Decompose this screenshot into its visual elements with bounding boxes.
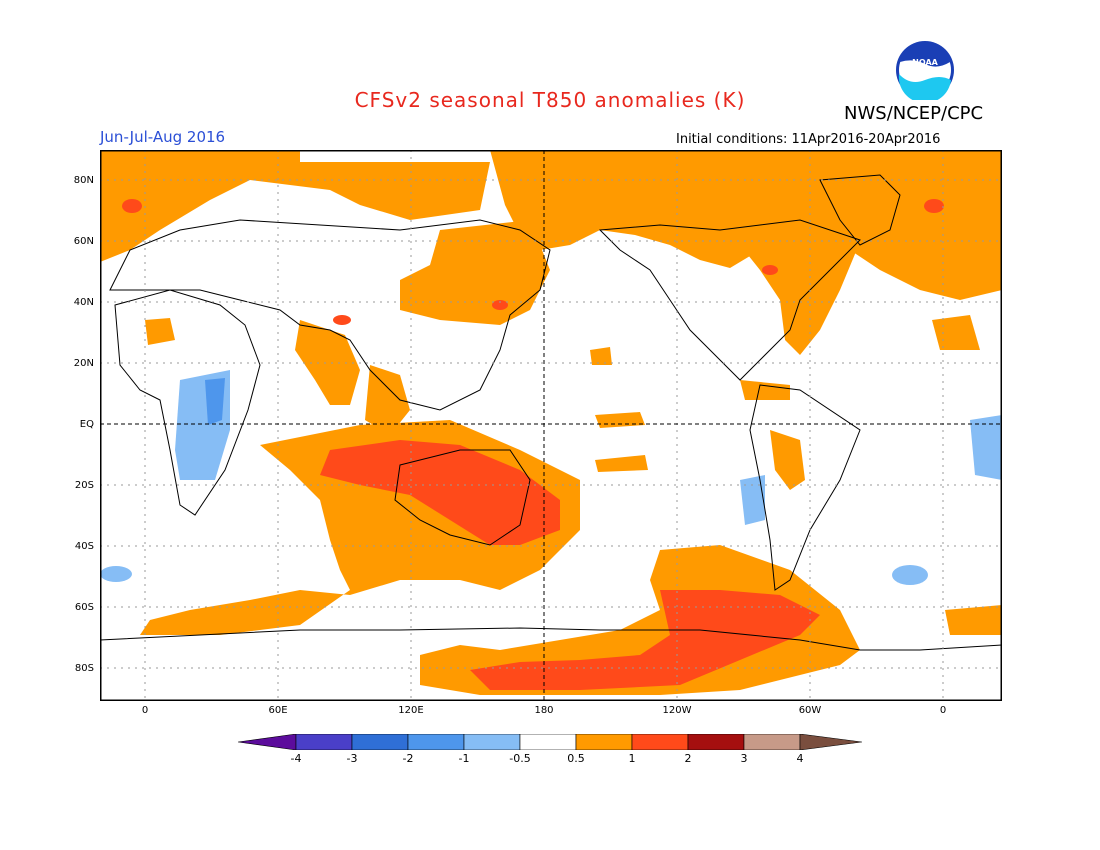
africa-coast: [114, 289, 261, 516]
colorbar-swatch: [519, 734, 577, 750]
colorbar-swatch: [631, 734, 689, 750]
anomaly-layer-hot: [122, 199, 944, 690]
eurasia-coast: [109, 219, 551, 411]
east-asia-anomaly: [400, 220, 550, 325]
south-america-cold: [740, 475, 765, 525]
lat-label: 80N: [73, 175, 94, 186]
australia-hot: [320, 440, 560, 545]
south-atlantic-anomaly: [945, 605, 1002, 635]
map-reference-lines: [100, 150, 1002, 701]
antarctica-coast: [100, 627, 1002, 651]
map-frame: [100, 150, 1002, 701]
colorbar-swatch: [687, 734, 745, 750]
initial-conditions-label: Initial conditions: 11Apr2016-20Apr2016: [676, 132, 941, 147]
lat-label: 20S: [74, 480, 94, 491]
south-pacific-cold: [892, 565, 928, 585]
map-gridlines: [100, 150, 1002, 701]
colorbar-swatch: [575, 734, 633, 750]
colorbar-tick-label: 4: [796, 752, 804, 765]
anomaly-map: [100, 150, 1002, 701]
lon-label: 120W: [662, 705, 692, 716]
colorbar-tick-label: 2: [684, 752, 692, 765]
season-label: Jun-Jul-Aug 2016: [100, 128, 226, 146]
logo-text: NOAA: [912, 58, 938, 67]
lat-label: 40S: [74, 541, 94, 552]
colorbar-tick-label: -2: [402, 752, 414, 765]
south-america-coast: [749, 384, 861, 591]
maritime-anomaly: [365, 365, 410, 435]
lat-label: 20N: [73, 358, 94, 369]
north-america-coast: [598, 219, 861, 381]
colorbar-swatch: [295, 734, 353, 750]
agency-label: NWS/NCEP/CPC: [844, 103, 984, 124]
coastlines: [100, 174, 1002, 651]
noaa-logo-icon: NOAA: [896, 41, 954, 100]
colorbar-swatch: [463, 734, 521, 750]
lon-label: 180: [534, 705, 554, 716]
arctic-hot: [122, 199, 142, 213]
lat-label: 40N: [73, 297, 94, 308]
lon-label: 0: [141, 705, 149, 716]
lat-label: 60N: [73, 236, 94, 247]
arctic-west-anomaly: [100, 150, 490, 262]
arabia-anomaly: [932, 315, 980, 350]
colorbar-swatch: [238, 734, 297, 750]
south-america-anomaly: [770, 430, 805, 490]
colorbar-swatch: [799, 734, 862, 750]
colorbar-tick-label: -4: [290, 752, 302, 765]
lon-label: 60W: [798, 705, 822, 716]
africa-anomaly: [145, 318, 175, 345]
southern-ocean-anomaly: [420, 545, 860, 695]
indian-south-cold: [100, 566, 132, 582]
south-asia-anomaly: [295, 320, 360, 405]
atlantic-north-anomaly: [830, 190, 1002, 300]
lon-label: 60E: [268, 705, 288, 716]
australia-coast: [394, 449, 531, 546]
africa-cold-core: [205, 378, 225, 425]
central-pacific-anomaly: [590, 347, 612, 365]
east-pacific-anomaly: [740, 380, 790, 400]
colorbar-swatch: [407, 734, 465, 750]
colorbar-swatch: [351, 734, 409, 750]
atlantic-cold: [970, 415, 1002, 480]
colorbar-swatch: [743, 734, 801, 750]
colorbar-tick-label: -1: [458, 752, 470, 765]
lat-label: 60S: [74, 602, 94, 613]
antarctic-hot: [470, 590, 820, 690]
lon-label: 0: [939, 705, 947, 716]
tropical-pacific-anomaly-2: [595, 455, 648, 472]
colorbar-tick-label: 3: [740, 752, 748, 765]
lon-label: 120E: [398, 705, 424, 716]
greenland-coast: [819, 174, 901, 246]
lat-label: 80S: [74, 663, 94, 674]
chart-title: CFSv2 seasonal T850 anomalies (K): [354, 88, 746, 112]
north-atlantic-hot: [924, 199, 944, 213]
colorbar-tick-label: -0.5: [509, 752, 531, 765]
north-pacific-hot: [492, 300, 508, 310]
asia-hot: [333, 315, 351, 325]
colorbar-tick-label: 1: [628, 752, 636, 765]
colorbar-tick-label: -3: [346, 752, 358, 765]
canada-hot: [762, 265, 778, 275]
colorbar: [238, 734, 862, 750]
anomaly-layer-cold-strong: [205, 378, 225, 425]
lat-label: EQ: [79, 419, 94, 430]
colorbar-tick-label: 0.5: [567, 752, 585, 765]
north-america-east-anomaly: [740, 230, 860, 355]
